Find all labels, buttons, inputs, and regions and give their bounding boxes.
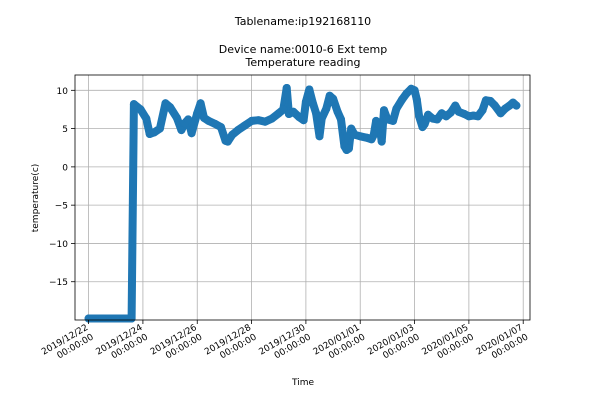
data-point	[315, 132, 324, 141]
data-point	[333, 107, 342, 116]
x-axis-label: Time	[291, 378, 314, 388]
data-point	[204, 116, 213, 125]
data-point	[420, 120, 429, 128]
data-point	[111, 314, 120, 323]
data-point	[120, 314, 129, 323]
data-point	[410, 86, 419, 95]
data-point	[234, 126, 242, 135]
y-tick-label: 5	[62, 125, 68, 135]
data-point	[142, 114, 151, 123]
data-point	[223, 137, 232, 146]
data-point	[289, 107, 298, 116]
data-point	[433, 115, 442, 124]
data-point	[299, 116, 308, 125]
data-point	[136, 105, 145, 114]
data-point	[337, 115, 345, 124]
data-point	[356, 132, 365, 141]
data-point	[389, 116, 397, 125]
title-line-1: Tablename:ip192168110	[234, 15, 371, 28]
y-tick-label: 0	[62, 163, 68, 173]
plot-frame	[74, 74, 531, 321]
y-tick-label: −5	[55, 202, 68, 212]
data-point	[329, 94, 338, 103]
data-point	[478, 106, 487, 115]
data-point	[392, 104, 401, 113]
data-point	[187, 129, 196, 138]
data-point	[240, 121, 249, 130]
data-point	[166, 103, 175, 112]
y-tick-label: −15	[49, 278, 68, 288]
data-point	[196, 99, 205, 108]
series-group	[84, 84, 521, 323]
data-point	[247, 116, 256, 125]
x-axis: 2019/12/2200:00:002019/12/2400:00:002019…	[40, 320, 531, 362]
data-point	[267, 114, 276, 123]
data-point	[150, 128, 159, 137]
data-point	[308, 98, 317, 107]
data-point	[473, 112, 482, 121]
data-point	[129, 100, 138, 109]
data-point	[228, 130, 237, 139]
data-point	[155, 124, 164, 133]
data-point	[282, 84, 291, 92]
data-point	[312, 109, 321, 118]
data-point	[377, 137, 386, 146]
data-point	[193, 109, 202, 118]
data-point	[415, 112, 424, 121]
data-point	[446, 108, 455, 117]
data-point	[184, 115, 193, 124]
data-point	[490, 101, 499, 110]
data-point	[177, 126, 186, 135]
data-point	[322, 104, 331, 113]
data-point	[380, 106, 388, 115]
data-point	[451, 101, 460, 110]
y-tick-label: −10	[49, 240, 68, 250]
data-point	[261, 117, 270, 126]
data-point	[305, 85, 314, 94]
y-axis: 10 5 0 −5 −10 −15	[49, 87, 75, 288]
data-point	[98, 314, 107, 323]
data-point	[172, 113, 181, 122]
data-point	[398, 95, 407, 104]
title-line-3: Temperature reading	[245, 56, 361, 69]
data-point	[512, 101, 521, 110]
title-line-2: Device name:0010-6 Ext temp	[219, 43, 388, 56]
data-point	[84, 314, 93, 323]
data-point	[347, 124, 356, 133]
data-point	[254, 116, 263, 125]
data-point	[127, 314, 136, 323]
data-point	[301, 97, 310, 106]
y-axis-label: temperature(c)	[31, 164, 41, 233]
data-point	[317, 114, 326, 123]
data-point	[279, 105, 288, 114]
data-point	[412, 95, 421, 104]
data-point	[344, 144, 353, 153]
data-point	[217, 123, 225, 132]
y-tick-label: 10	[57, 87, 69, 97]
data-point	[375, 120, 384, 129]
chart-title: Tablename:ip192168110 Device name:0010-6…	[219, 15, 388, 69]
data-point	[369, 130, 378, 139]
